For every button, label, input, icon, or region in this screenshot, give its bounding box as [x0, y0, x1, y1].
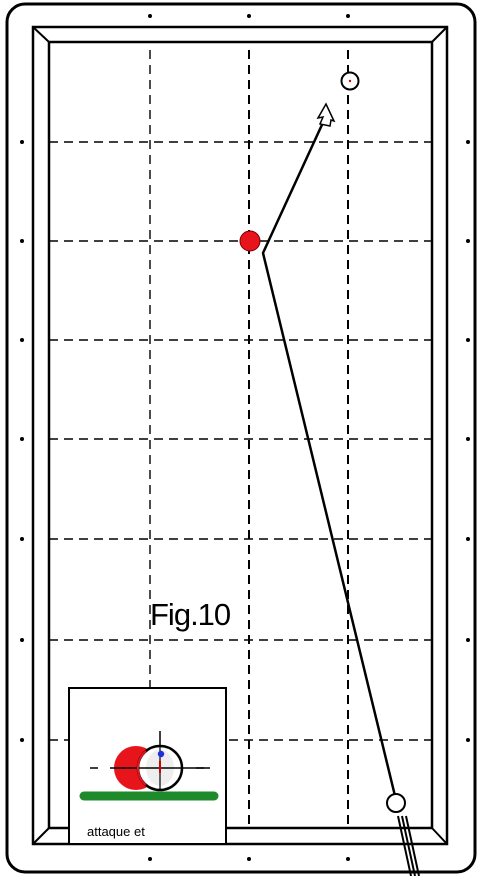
corner-bevel: [32, 827, 50, 845]
table-outer-rail: [5, 2, 477, 874]
corner-bevel: [431, 26, 448, 43]
inset-contact-arc: [136, 750, 147, 786]
red-ball: [239, 230, 261, 252]
arrow-icon: [316, 102, 336, 127]
cue-tip-inset: attaque et: [68, 687, 227, 845]
inset-drawing: [79, 731, 219, 801]
table-inner-rail: [31, 25, 449, 846]
corner-bevel: [431, 827, 448, 845]
inset-cue-tip-dot: [157, 750, 165, 758]
cue-stick-icon: [397, 815, 420, 877]
cue-ball: [386, 793, 406, 813]
table-cloth-edge: [47, 40, 434, 830]
target-ball: [340, 71, 360, 91]
corner-bevel: [32, 26, 50, 43]
inset-caption: attaque et: [87, 824, 145, 839]
figure-label: Fig.10: [150, 597, 231, 632]
diamond-markers: [20, 14, 470, 861]
cue-ball-path: [261, 115, 398, 801]
